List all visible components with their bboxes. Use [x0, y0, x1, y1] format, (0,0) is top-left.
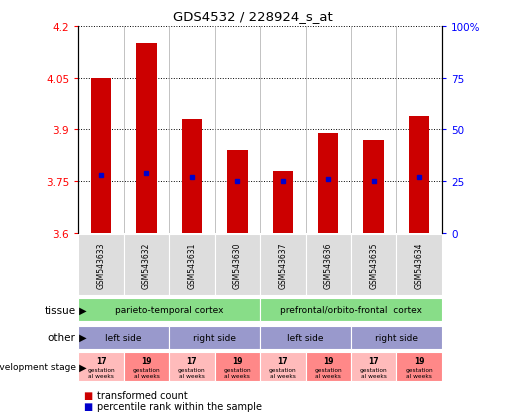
- Text: GSM543637: GSM543637: [278, 242, 287, 288]
- Text: left side: left side: [287, 333, 324, 342]
- Text: ▶: ▶: [76, 362, 86, 372]
- Text: GSM543633: GSM543633: [96, 242, 106, 288]
- Text: 19: 19: [232, 356, 242, 365]
- Text: 19: 19: [141, 356, 152, 365]
- Text: percentile rank within the sample: percentile rank within the sample: [97, 401, 263, 411]
- Bar: [136, 44, 157, 233]
- Text: ■: ■: [83, 390, 92, 400]
- Text: gestation
al weeks: gestation al weeks: [178, 367, 206, 378]
- Text: right side: right side: [375, 333, 418, 342]
- Bar: [124, 352, 169, 382]
- Bar: [78, 352, 124, 382]
- Text: ▶: ▶: [76, 332, 86, 342]
- Bar: [169, 326, 260, 349]
- Bar: [169, 234, 215, 295]
- Text: 19: 19: [414, 356, 424, 365]
- Bar: [260, 326, 351, 349]
- Text: ▶: ▶: [76, 305, 86, 315]
- Text: GSM543631: GSM543631: [187, 242, 196, 288]
- Bar: [364, 140, 384, 233]
- Text: gestation
al weeks: gestation al weeks: [87, 367, 115, 378]
- Text: GSM543634: GSM543634: [415, 242, 424, 288]
- Bar: [78, 299, 260, 322]
- Bar: [260, 234, 306, 295]
- Text: other: other: [48, 332, 76, 342]
- Text: 17: 17: [368, 356, 379, 365]
- Bar: [396, 234, 442, 295]
- Text: development stage: development stage: [0, 363, 76, 371]
- Text: gestation
al weeks: gestation al weeks: [406, 367, 433, 378]
- Text: gestation
al weeks: gestation al weeks: [133, 367, 160, 378]
- Text: 17: 17: [95, 356, 107, 365]
- Bar: [260, 299, 442, 322]
- Text: gestation
al weeks: gestation al weeks: [269, 367, 296, 378]
- Bar: [396, 352, 442, 382]
- Bar: [227, 151, 247, 233]
- Bar: [351, 352, 396, 382]
- Text: transformed count: transformed count: [97, 390, 188, 400]
- Bar: [306, 234, 351, 295]
- Bar: [318, 133, 338, 233]
- Bar: [91, 78, 111, 233]
- Text: gestation
al weeks: gestation al weeks: [315, 367, 342, 378]
- Bar: [260, 352, 306, 382]
- Text: 19: 19: [323, 356, 333, 365]
- Text: GDS4532 / 228924_s_at: GDS4532 / 228924_s_at: [173, 10, 332, 23]
- Text: tissue: tissue: [44, 305, 76, 315]
- Text: 17: 17: [277, 356, 288, 365]
- Bar: [306, 352, 351, 382]
- Text: gestation
al weeks: gestation al weeks: [360, 367, 387, 378]
- Text: prefrontal/orbito-frontal  cortex: prefrontal/orbito-frontal cortex: [280, 306, 422, 315]
- Bar: [124, 234, 169, 295]
- Bar: [78, 234, 124, 295]
- Bar: [409, 116, 429, 233]
- Bar: [169, 352, 215, 382]
- Bar: [351, 326, 442, 349]
- Text: gestation
al weeks: gestation al weeks: [224, 367, 251, 378]
- Bar: [78, 326, 169, 349]
- Text: 17: 17: [186, 356, 197, 365]
- Bar: [273, 171, 293, 233]
- Text: left side: left side: [106, 333, 142, 342]
- Bar: [182, 120, 202, 233]
- Text: GSM543636: GSM543636: [324, 242, 333, 288]
- Text: GSM543630: GSM543630: [233, 242, 242, 288]
- Text: right side: right side: [193, 333, 236, 342]
- Text: GSM543632: GSM543632: [142, 242, 151, 288]
- Bar: [215, 352, 260, 382]
- Text: parieto-temporal cortex: parieto-temporal cortex: [115, 306, 223, 315]
- Text: GSM543635: GSM543635: [369, 242, 378, 288]
- Text: ■: ■: [83, 401, 92, 411]
- Bar: [351, 234, 396, 295]
- Bar: [215, 234, 260, 295]
